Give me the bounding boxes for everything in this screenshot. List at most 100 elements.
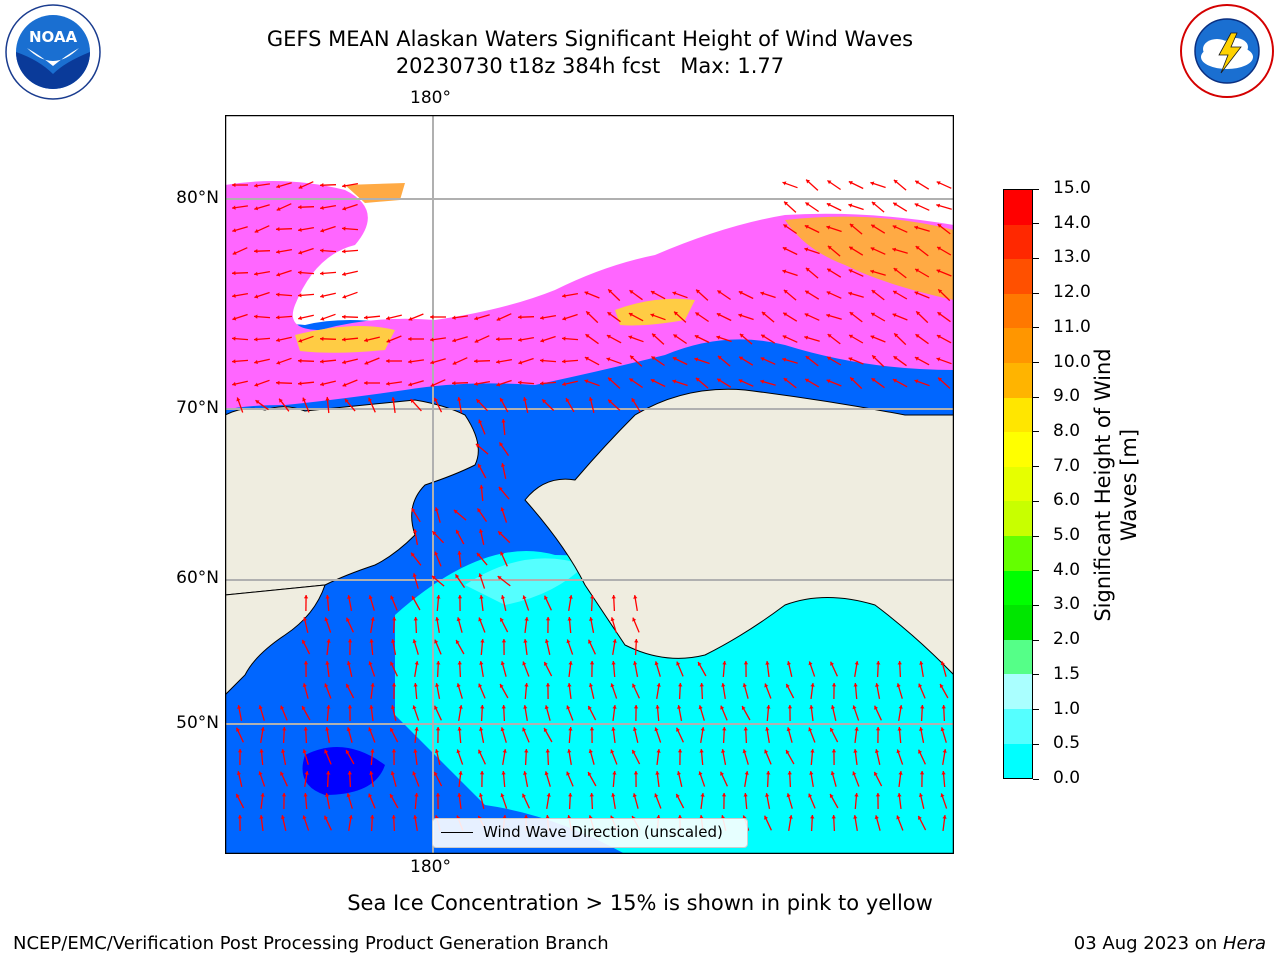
wave-arrow-head (390, 727, 394, 732)
wave-arrow-head (694, 357, 699, 362)
wave-arrow-head (610, 683, 615, 688)
wave-arrow-head (676, 727, 680, 732)
wave-arrow-head (566, 639, 571, 644)
wave-arrow-head (804, 225, 809, 229)
wave-arrow-head (412, 705, 417, 710)
colorbar-tick-mark (1033, 327, 1039, 329)
ice-free-polar (225, 115, 954, 355)
wave-arrow-head (918, 815, 922, 820)
wave-arrow-head (939, 684, 944, 688)
colorbar-tick-mark (1033, 292, 1039, 294)
wave-arrow-head (430, 314, 434, 320)
wave-arrow-head (414, 727, 419, 731)
wave-arrow-head (611, 595, 616, 599)
wave-arrow-head (676, 771, 681, 775)
wave-arrow-head (897, 661, 902, 665)
lat-label-70n: 70°N (176, 398, 219, 418)
wave-arrow-head (695, 312, 700, 317)
footer-right: 03 Aug 2023 on Hera (1074, 933, 1266, 954)
wave-arrow-head (940, 661, 945, 666)
wave-arrow-head (260, 793, 265, 797)
wave-arrow-head (518, 337, 522, 342)
chart-title-line1: GEFS MEAN Alaskan Waters Significant Hei… (266, 27, 914, 51)
wave-arrow-head (699, 683, 704, 687)
colorbar-tick-label: 15.0 (1053, 178, 1091, 198)
wave-arrow-head (656, 815, 661, 819)
wave-arrow-head (386, 381, 390, 386)
wave-arrow-head (608, 377, 612, 382)
wave-arrow-head (783, 312, 788, 317)
wave-arrow-head (721, 683, 726, 687)
wave-arrow-head (364, 315, 368, 320)
wave-arrow-head (298, 227, 302, 232)
wave-arrow-head (320, 359, 324, 364)
wave-arrow-head (870, 247, 875, 252)
land-kamchatka (225, 584, 326, 696)
wave-arrow-head (320, 271, 324, 276)
wave-arrow-head (568, 793, 573, 797)
wave-arrow-head (342, 249, 346, 254)
wave-arrow-head (805, 267, 810, 272)
wave-arrow-head (562, 381, 566, 387)
wave-arrow-head (655, 705, 660, 709)
lon-label-bottom: 180° (410, 857, 451, 877)
wave-arrow-head (588, 705, 592, 710)
wave-arrow-head (898, 705, 903, 709)
wave-arrow-head (936, 334, 941, 339)
wave-arrow-head (522, 793, 526, 798)
wave-arrow-head (524, 749, 529, 753)
wave-arrow-head (936, 203, 941, 208)
wave-arrow-head (326, 771, 331, 775)
wave-arrow-head (386, 338, 391, 343)
colorbar (1003, 189, 1033, 779)
colorbar-tick-mark (1033, 188, 1039, 190)
wave-arrow-head (632, 683, 636, 688)
wave-arrow-head (280, 705, 285, 710)
wave-arrow-head (831, 683, 837, 687)
wave-arrow-head (672, 379, 677, 384)
wave-arrow-head (342, 337, 346, 342)
wave-arrow-head (914, 203, 919, 208)
wave-arrow-head (434, 749, 439, 753)
wave-arrow-head (699, 815, 704, 819)
wave-arrow-head (870, 335, 875, 340)
wave-arrow-head (501, 771, 506, 775)
wave-arrow-head (893, 268, 898, 272)
wave-arrow-head (562, 359, 566, 364)
wave-arrow-head (368, 793, 373, 798)
wave-arrow-head (588, 397, 593, 401)
wave-arrow-head (479, 727, 484, 731)
wave-arrow-head (342, 314, 346, 319)
wave-arrow-head (892, 378, 897, 383)
wave-arrow-head (392, 617, 397, 621)
colorbar-tick-mark (1033, 639, 1039, 641)
wave-arrow-head (565, 398, 570, 403)
wave-arrow-head (254, 337, 258, 342)
wave-arrow-head (542, 399, 547, 404)
wave-arrow-head (722, 661, 727, 665)
colorbar-tick-label: 2.0 (1053, 629, 1081, 650)
wave-arrow-head (254, 382, 259, 387)
wave-arrow-head (898, 771, 903, 775)
wave-arrow-head (518, 360, 523, 365)
wave-arrow-head (854, 661, 859, 665)
wave-arrow-head (501, 639, 507, 643)
wave-arrow-head (522, 595, 527, 600)
wave-arrow-head (432, 531, 437, 536)
wave-arrow-head (302, 397, 307, 402)
wave-arrow-head (276, 249, 280, 254)
sea-ice-patch-3 (615, 298, 695, 326)
wave-arrow-head (849, 223, 854, 228)
wave-arrow-head (431, 575, 436, 580)
wave-arrow-head (347, 595, 352, 599)
wave-arrow-head (232, 381, 236, 387)
wave-arrow-head (524, 683, 529, 687)
wave-arrow-head (523, 771, 528, 775)
wave-arrow-head (391, 639, 396, 643)
nws-logo (1179, 3, 1275, 99)
colorbar-band (1004, 362, 1032, 398)
wave-arrow-head (458, 771, 463, 775)
legend-label: Wind Wave Direction (unscaled) (483, 823, 723, 841)
wave-arrow-head (562, 336, 566, 341)
wave-arrow-head (697, 662, 702, 666)
